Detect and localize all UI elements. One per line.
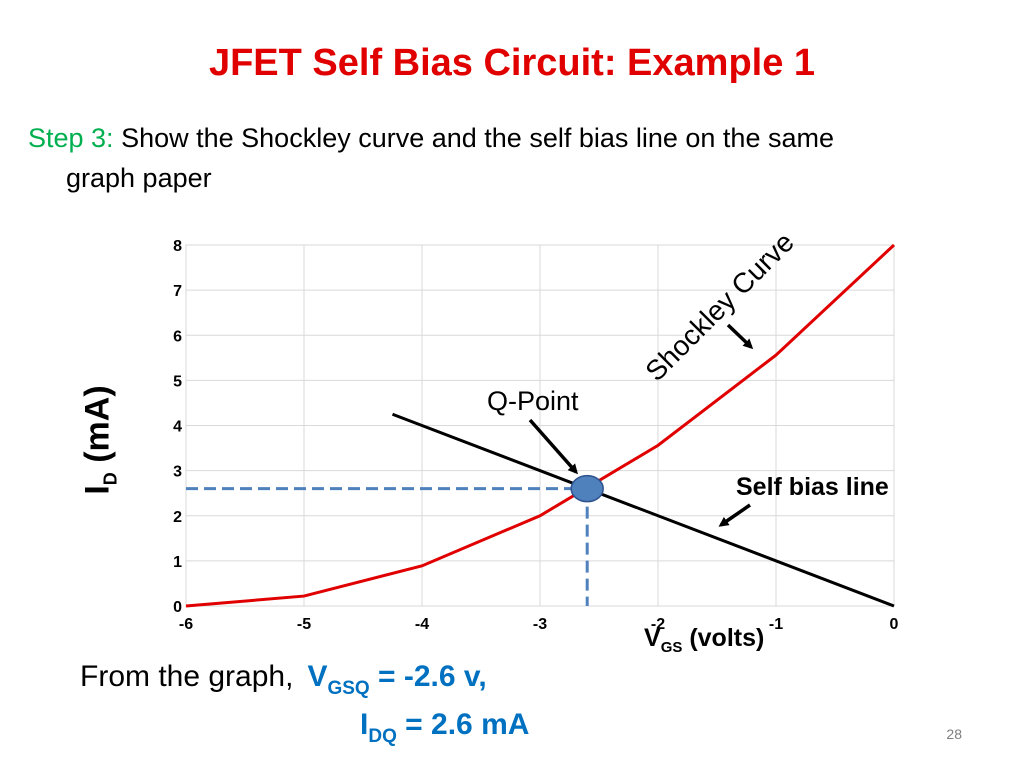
self-bias-line	[391, 412, 895, 608]
series-group	[185, 243, 896, 608]
x-tick-label: -3	[533, 616, 547, 633]
q-point-group	[186, 474, 604, 606]
q-point-marker	[570, 474, 604, 503]
vgsq-expression: VGSQ = -2.6 v,	[307, 660, 487, 699]
x-tick-label: -4	[415, 616, 429, 633]
x-tick-label: 0	[890, 616, 899, 633]
x-axis-symbol: V	[644, 624, 661, 652]
y-tick-label: 0	[173, 599, 182, 616]
shockley-arrow	[726, 323, 754, 350]
y-tick-label: 4	[173, 419, 182, 436]
x-axis-title: VGS (volts)	[644, 624, 764, 656]
x-axis-subscript: GS	[660, 639, 683, 656]
axis-ticks: -6 -5 -4 -3 -2 -1 0 0 1 2 3 4 5 6 7 8	[173, 238, 898, 633]
y-tick-label: 8	[173, 238, 182, 255]
x-tick-label: -5	[297, 616, 311, 633]
self-bias-line-label: Self bias line	[736, 473, 889, 501]
y-tick-label: 6	[173, 328, 182, 345]
x-tick-label: -6	[179, 616, 193, 633]
step-text-line1: Show the Shockley curve and the self bia…	[121, 123, 834, 153]
y-tick-label: 5	[173, 373, 182, 390]
self-bias-arrow	[718, 503, 751, 527]
shockley-curve-line	[185, 243, 896, 608]
y-tick-label: 7	[173, 283, 182, 300]
vgsq-symbol: V	[307, 660, 328, 693]
q-point-arrow	[528, 418, 578, 475]
step-label: Step 3:	[28, 123, 114, 153]
page-number: 28	[946, 726, 962, 742]
grid-lines	[185, 244, 895, 607]
idq-symbol: I	[360, 708, 369, 741]
idq-subscript: DQ	[368, 726, 397, 747]
annotation-arrows	[528, 323, 754, 527]
vgsq-value: = -2.6 v,	[369, 660, 487, 693]
result-idq: IDQ = 2.6 mA	[360, 708, 529, 748]
y-tick-label: 1	[173, 554, 182, 571]
q-point-label: Q-Point	[487, 386, 579, 416]
y-axis-unit: (mA)	[78, 385, 117, 473]
x-axis-unit: (volts)	[682, 624, 765, 652]
slide-title: JFET Self Bias Circuit: Example 1	[208, 42, 816, 84]
result-intro: From the graph,	[80, 660, 294, 693]
vgsq-subscript: GSQ	[327, 678, 370, 699]
x-tick-label: -1	[769, 616, 783, 633]
step-instruction: Step 3: Show the Shockley curve and the …	[28, 118, 988, 198]
result-vgsq: From the graph, VGSQ = -2.6 v,	[80, 660, 487, 700]
y-tick-label: 2	[173, 509, 182, 526]
y-tick-label: 3	[173, 464, 182, 481]
idq-value: = 2.6 mA	[396, 708, 530, 741]
step-text-line2: graph paper	[66, 163, 212, 193]
x-tick-label: -2	[651, 616, 665, 633]
y-axis-subscript: D	[100, 472, 121, 486]
y-axis-symbol: I	[78, 485, 117, 495]
